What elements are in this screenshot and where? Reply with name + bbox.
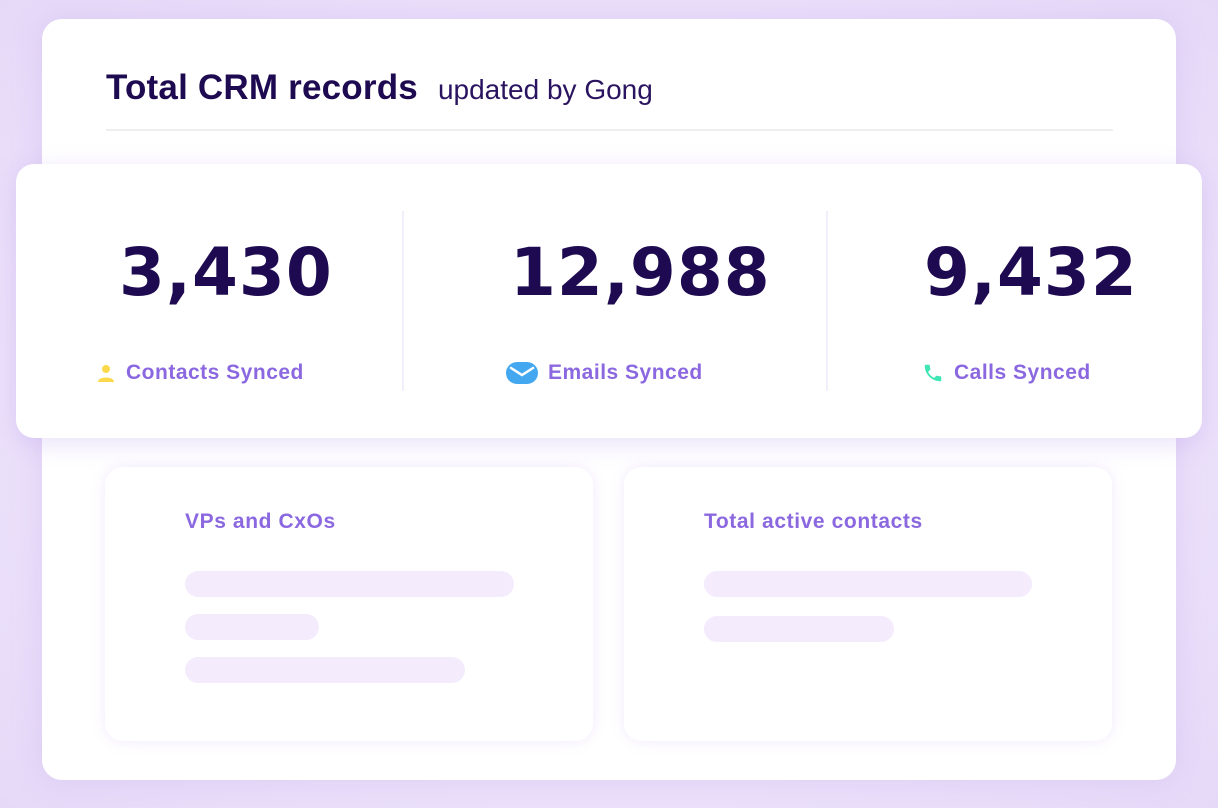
placeholder-bar — [185, 571, 514, 597]
stat-value: 9,432 — [924, 234, 1138, 311]
panel-header: Total CRM records updated by Gong — [106, 68, 653, 108]
stat-calls: 9,432 Calls Synced — [828, 164, 1202, 438]
person-icon — [98, 365, 114, 382]
header-divider — [106, 129, 1113, 131]
card-title: Total active contacts — [704, 510, 923, 533]
card-title: VPs and CxOs — [185, 510, 336, 533]
card-vps-cxos: VPs and CxOs — [105, 467, 593, 741]
stat-value: 12,988 — [510, 234, 771, 311]
placeholder-bar — [185, 657, 465, 683]
envelope-icon — [506, 362, 538, 384]
stat-label: Contacts Synced — [126, 361, 304, 384]
stat-divider — [402, 211, 404, 391]
page-subtitle: updated by Gong — [437, 74, 653, 105]
stat-value: 3,430 — [119, 234, 333, 311]
stat-contacts: 3,430 Contacts Synced — [16, 164, 404, 438]
stat-label: Calls Synced — [954, 361, 1091, 384]
page-title: Total CRM records — [106, 68, 418, 107]
placeholder-bar — [704, 616, 894, 642]
stats-card: 3,430 Contacts Synced 12,988 Emails Sync… — [16, 164, 1202, 438]
card-total-active-contacts: Total active contacts — [624, 467, 1112, 741]
stat-label: Emails Synced — [548, 361, 703, 384]
stat-divider — [826, 211, 828, 391]
phone-icon — [924, 364, 942, 382]
stat-label-row: Calls Synced — [922, 361, 1091, 385]
placeholder-bar — [185, 614, 319, 640]
placeholder-bar — [704, 571, 1032, 597]
stat-label-row: Contacts Synced — [96, 361, 304, 385]
stat-label-row: Emails Synced — [506, 361, 703, 385]
stat-emails: 12,988 Emails Synced — [404, 164, 826, 438]
